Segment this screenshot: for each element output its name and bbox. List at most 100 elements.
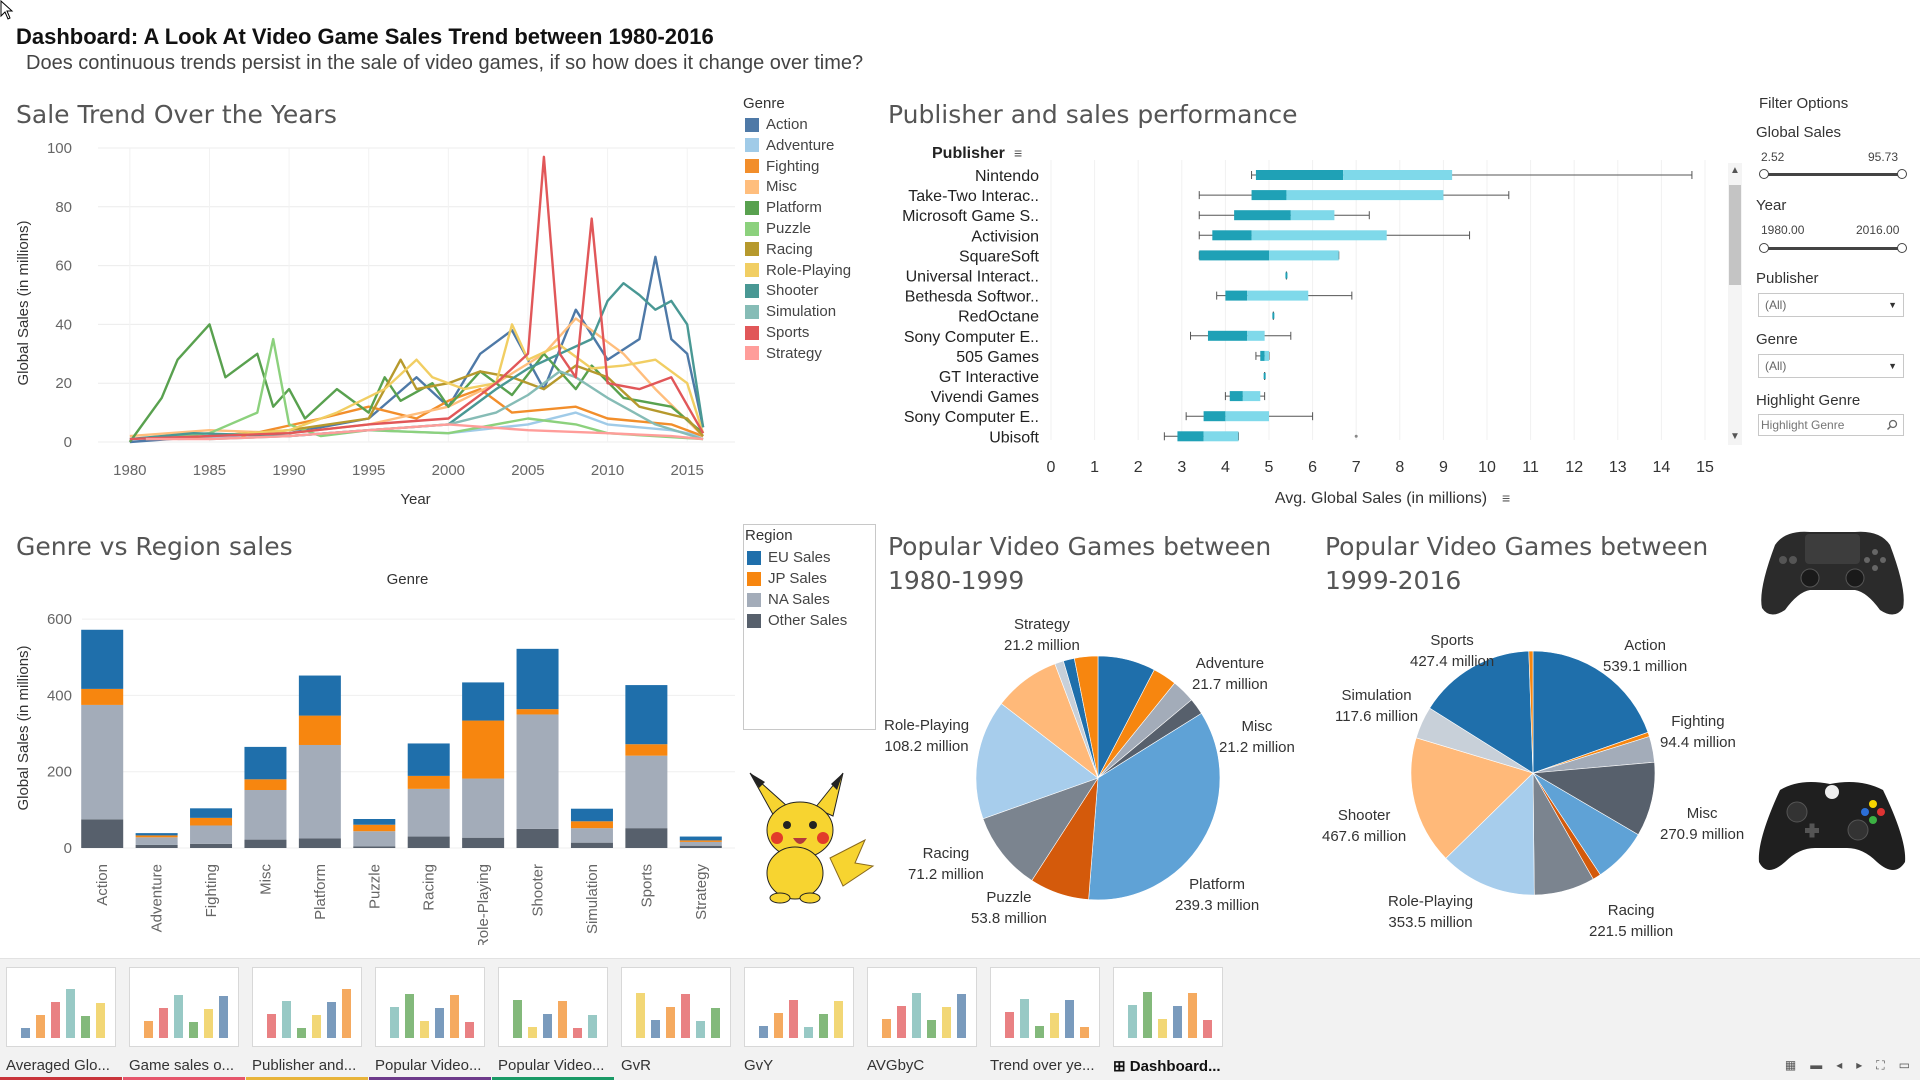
bar-segment [407,788,450,837]
sheet-tab[interactable]: Averaged Glo... [0,959,122,1080]
box-upper [1286,190,1444,201]
legend-item-adventure[interactable]: Adventure [745,137,834,154]
publisher-label: Vivendi Games [931,389,1039,406]
sheet-tab-color-bar [492,1077,614,1080]
legend-item-fighting[interactable]: Fighting [745,158,819,175]
publisher-label: Nintendo [975,168,1039,185]
scroll-down-icon[interactable]: ▼ [1730,431,1740,442]
thumbnail-mark [66,989,75,1038]
x-tick-label: 2005 [511,462,544,479]
pie-label-amount: 53.8 million [971,910,1047,927]
sheet-tab[interactable]: GvY [738,959,860,1080]
legend-item-racing[interactable]: Racing [745,241,813,258]
year-slider-min-handle[interactable] [1759,243,1769,253]
region-legend[interactable]: Region EU Sales JP Sales NA Sales Other Sal… [743,524,876,730]
legend-item-action[interactable]: Action [745,116,808,133]
sheet-tab[interactable]: Trend over ye... [984,959,1106,1080]
global-sales-slider-min-handle[interactable] [1759,169,1769,179]
bar-segment [135,837,178,845]
legend-item-eu-sales[interactable]: EU Sales [747,549,831,566]
sheet-tab[interactable]: GvR [615,959,737,1080]
mouse-cursor-icon [0,0,14,20]
legend-swatch [745,221,759,236]
scroll-up-icon[interactable]: ▲ [1730,165,1740,176]
thumbnail-mark [36,1015,45,1038]
legend-item-strategy[interactable]: Strategy [745,345,822,362]
publisher-scrollbar[interactable]: ▲ ▼ [1728,163,1742,445]
sheet-tab[interactable]: Publisher and... [246,959,368,1080]
year-slider[interactable] [1759,243,1907,253]
legend-item-platform[interactable]: Platform [745,199,822,216]
sheet-tab[interactable]: Popular Video... [369,959,491,1080]
x-tick-label: 1980 [113,462,146,479]
highlight-genre-box[interactable] [1758,414,1904,436]
sheet-thumbnail [744,967,854,1047]
highlight-genre-input[interactable] [1761,417,1881,433]
fullscreen-icon[interactable]: ⛶ [1876,1058,1885,1072]
thumbnail-mark [267,1014,276,1038]
pie2-chart[interactable] [1405,645,1665,905]
thumbnail-mark [558,1001,567,1038]
ps-controller-image [1761,531,1904,615]
x-tick-label: Adventure [149,864,166,932]
pie1-chart[interactable] [960,640,1240,920]
filmstrip-view-icon[interactable]: ▬ [1810,1058,1823,1072]
bar-segment [625,828,668,848]
grid-view-icon[interactable]: ▦ [1784,1058,1797,1072]
legend-label: Fighting [766,157,820,175]
legend-item-sports[interactable]: Sports [745,324,809,341]
legend-item-puzzle[interactable]: Puzzle [745,220,811,237]
x-axis-label: Year [400,491,430,508]
sheet-tab[interactable]: Game sales o... [123,959,245,1080]
year-slider-max-handle[interactable] [1897,243,1907,253]
legend-item-jp-sales[interactable]: JP Sales [747,570,827,587]
legend-label: Simulation [766,303,837,321]
present-icon[interactable]: ▭ [1898,1058,1910,1072]
sheet-tab[interactable]: ⊞ Dashboard... [1107,959,1229,1080]
thumbnail-mark [342,989,351,1038]
global-sales-slider-max-handle[interactable] [1897,169,1907,179]
publisher-dropdown[interactable]: (All) ▼ [1758,293,1904,317]
legend-swatch [745,263,759,278]
series-line-role-playing [209,323,705,438]
sale-trend-chart[interactable]: 0 20 40 60 80 100 1980 1985 1990 1995 2000 2005 2010… [0,140,740,520]
thumbnail-mark [1035,1026,1044,1038]
bar-segment [298,744,341,839]
next-sheet-icon[interactable]: ▸ [1856,1058,1863,1072]
publisher-label: 505 Games [956,349,1039,366]
legend-item-role-playing[interactable]: Role-Playing [745,262,851,279]
genre-legend[interactable]: Action Adventure Fighting Misc Platform Puzzl… [745,116,875,376]
legend-item-shooter[interactable]: Shooter [745,282,819,299]
bar-segment [190,817,233,826]
legend-item-other-sales[interactable]: Other Sales [747,612,847,629]
prev-sheet-icon[interactable]: ◂ [1836,1058,1843,1072]
bar-segment [190,808,233,818]
thumbnail-mark [144,1021,153,1038]
thumbnail-mark [312,1015,321,1038]
pie-label-name: Strategy [1014,616,1070,633]
legend-item-simulation[interactable]: Simulation [745,303,836,320]
genre-region-chart[interactable]: Genre 0 200 400 600 Global Sales (in millions… [0,570,740,945]
global-sales-slider[interactable] [1759,169,1907,179]
x-tick-label: 2015 [671,462,704,479]
genre-dropdown[interactable]: (All) ▼ [1758,354,1904,378]
sheet-tab[interactable]: Popular Video... [492,959,614,1080]
bottom-toolbar: ▦ ▬ ◂ ▸ ⛶ ▭ [1785,1058,1910,1073]
box-point [1272,312,1275,319]
thumbnail-mark [465,1022,474,1038]
legend-item-misc[interactable]: Misc [745,178,797,195]
series-line-racing [161,358,704,441]
pie-label-fighting: Fighting 94.4 million [1660,711,1736,753]
publisher-label: Universal Interact.. [906,269,1039,286]
series-line-fighting [241,387,704,438]
sheet-tab[interactable]: AVGbyC [861,959,983,1080]
legend-label: Misc [766,178,797,196]
thumbnail-mark [21,1028,30,1038]
x-tick-label: 1990 [272,462,305,479]
legend-item-na-sales[interactable]: NA Sales [747,591,830,608]
thumbnail-mark [390,1007,399,1038]
bar-segment [625,755,668,829]
box-lower [1260,350,1265,361]
xbox-controller-image [1758,782,1906,870]
